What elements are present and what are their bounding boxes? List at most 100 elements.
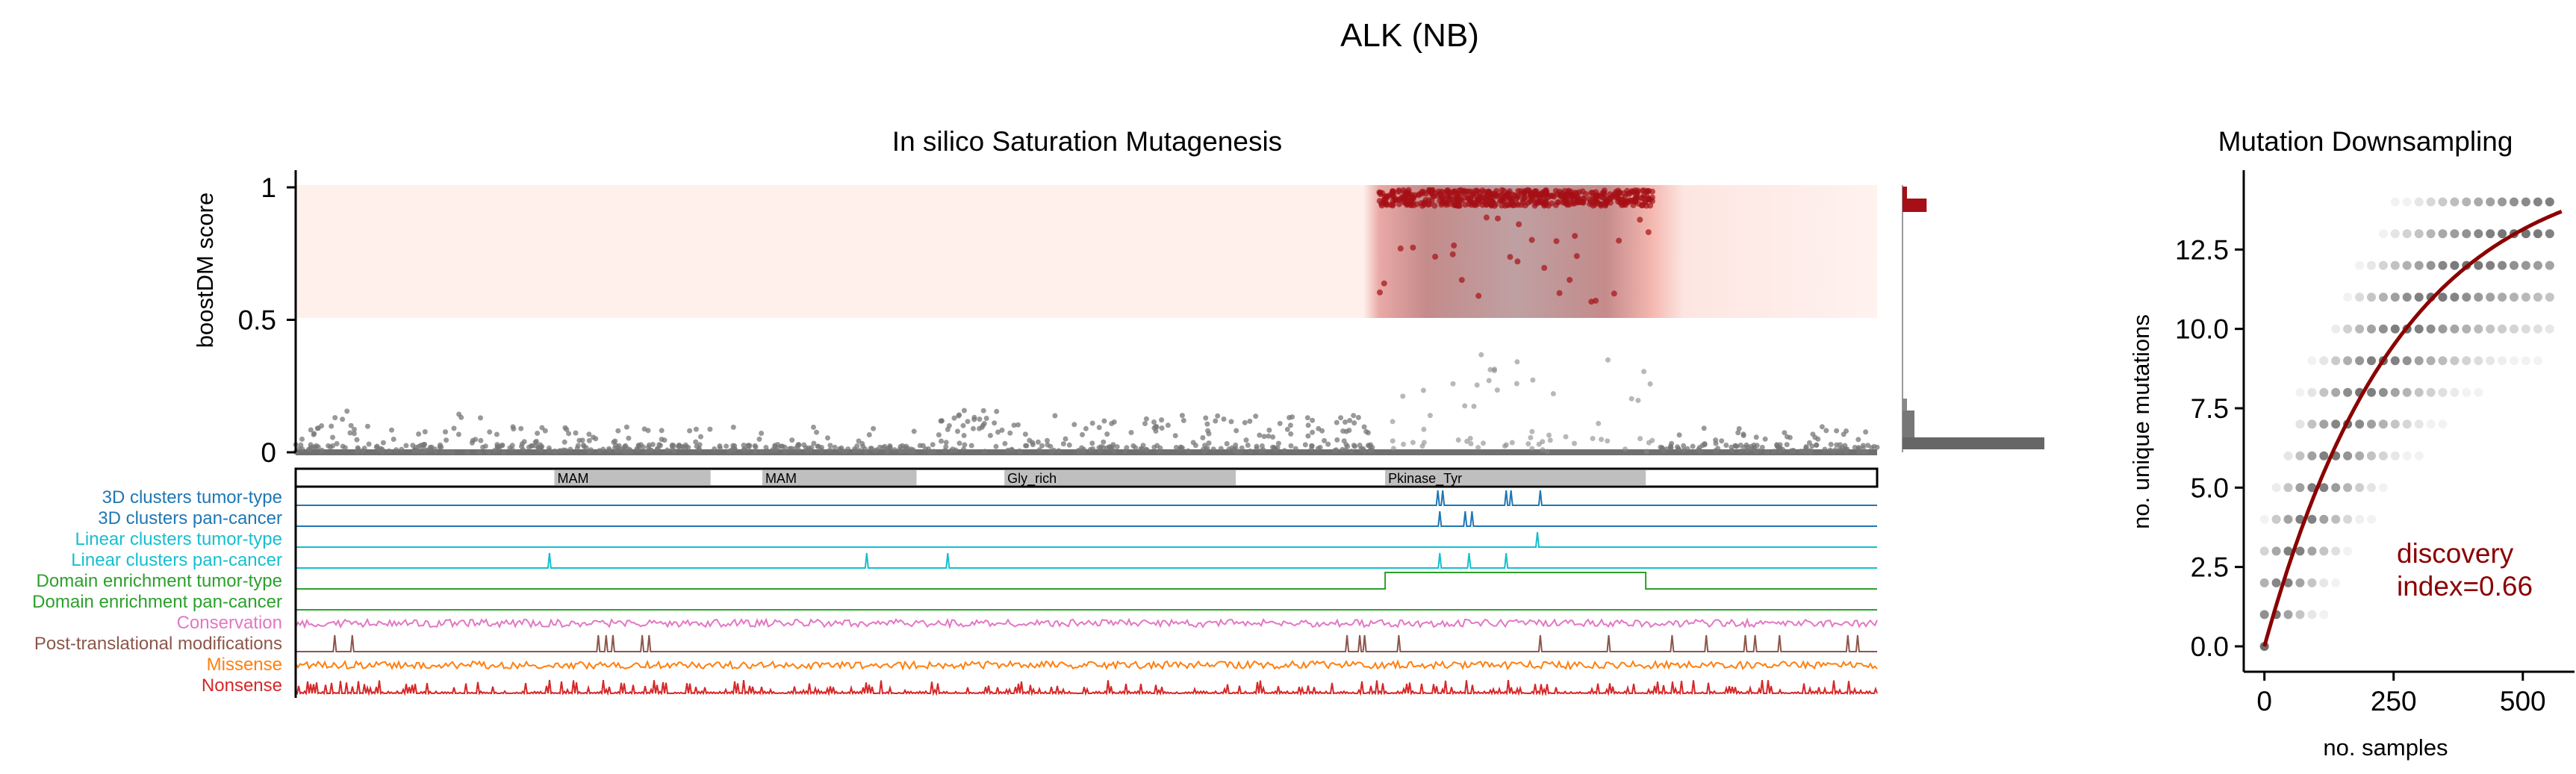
passenger-point [1471, 403, 1477, 409]
downsampling-point [2319, 514, 2329, 524]
passenger-point [1239, 445, 1245, 451]
downsampling-fit-curve [2262, 209, 2563, 647]
driver-point [1573, 253, 1580, 260]
downsampling-point [2402, 356, 2412, 366]
downsampling-y-axis-label: no. unique mutations [2128, 314, 2154, 529]
downsampling-point [2367, 324, 2376, 334]
downsampling-point [2521, 229, 2530, 239]
passenger-point [1045, 442, 1051, 448]
passenger-point [1024, 443, 1030, 449]
driver-point [1649, 188, 1655, 195]
passenger-point [361, 446, 367, 451]
passenger-point [535, 431, 541, 436]
driver-point [1420, 189, 1427, 196]
passenger-point [393, 447, 399, 453]
passenger-point [1143, 416, 1149, 422]
passenger-point [1697, 448, 1703, 454]
driver-point [1438, 193, 1445, 199]
passenger-point [874, 447, 880, 453]
downsampling-point [2510, 293, 2519, 302]
passenger-point [1831, 449, 1837, 455]
passenger-point [1111, 449, 1117, 455]
passenger-point [1590, 436, 1596, 441]
passenger-point [948, 448, 953, 454]
passenger-point [307, 446, 313, 452]
driver-point [1483, 202, 1490, 208]
passenger-point [1596, 420, 1602, 426]
downsampling-point [2510, 356, 2519, 366]
passenger-point [1478, 352, 1484, 358]
downsampling-point [2343, 483, 2353, 493]
passenger-point [1514, 359, 1520, 365]
downsampling-x-axis-label: no. samples [2323, 734, 2448, 761]
passenger-point [832, 444, 838, 450]
passenger-point [1874, 444, 1880, 450]
domain-block [1004, 470, 1236, 485]
passenger-point [1808, 449, 1814, 455]
driver-point [1451, 242, 1457, 249]
passenger-point [1837, 446, 1843, 452]
driver-point [1561, 197, 1568, 204]
passenger-point [1104, 431, 1110, 437]
passenger-point [1190, 440, 1196, 446]
downsampling-point [2498, 324, 2507, 334]
driver-point [1455, 193, 1462, 199]
passenger-point [962, 442, 968, 448]
downsampling-point [2510, 197, 2519, 207]
passenger-point [581, 443, 587, 449]
driver-point [1556, 290, 1563, 296]
passenger-point [1669, 440, 1675, 446]
domain-label: MAM [557, 471, 588, 486]
passenger-point [930, 442, 936, 448]
passenger-point [1351, 420, 1357, 426]
downsampling-point [2533, 324, 2542, 334]
passenger-point [1089, 420, 1095, 426]
downsampling-point [2426, 356, 2436, 366]
passenger-point [1066, 442, 1072, 448]
passenger-point [1334, 437, 1340, 443]
driver-point [1472, 187, 1479, 194]
passenger-point [1572, 440, 1577, 446]
driver-point [1649, 198, 1655, 205]
driver-point [1543, 199, 1549, 205]
score-y-tick-label: 0 [261, 437, 276, 468]
passenger-point [956, 413, 962, 419]
downsampling-point [2367, 356, 2376, 366]
passenger-point [332, 415, 338, 421]
score-y-tick-label: 1 [261, 172, 276, 203]
passenger-point [487, 429, 493, 435]
passenger-point [1310, 417, 1316, 423]
passenger-point [588, 447, 594, 453]
passenger-point [482, 443, 488, 449]
downsampling-point [2426, 324, 2436, 334]
passenger-point [352, 426, 357, 432]
driver-point [1645, 229, 1652, 236]
passenger-point [1744, 447, 1750, 453]
passenger-point [999, 427, 1005, 433]
driver-point [1553, 238, 1560, 245]
downsampling-point [2402, 229, 2412, 239]
passenger-point [455, 431, 461, 437]
downsampling-point [2474, 229, 2483, 239]
track-label: 3D clusters tumor-type [102, 487, 282, 508]
downsampling-point [2474, 356, 2483, 366]
track-line [296, 490, 1877, 506]
passenger-point [1819, 424, 1825, 430]
passenger-point [1063, 436, 1068, 442]
passenger-point [839, 445, 844, 451]
passenger-point [982, 449, 988, 455]
driver-point [1525, 187, 1532, 194]
passenger-point [687, 428, 693, 434]
passenger-point [788, 446, 794, 452]
passenger-point [553, 449, 559, 455]
passenger-point [1101, 439, 1107, 445]
downsampling-x-tick-label: 250 [2371, 686, 2417, 717]
downsampling-point [2331, 356, 2341, 366]
downsampling-y-tick-label: 10.0 [2175, 314, 2229, 345]
passenger-point [945, 426, 951, 432]
driver-point [1588, 299, 1595, 305]
passenger-point [1101, 418, 1107, 424]
passenger-point [1735, 430, 1741, 436]
score-y-axis-label: boostDM score [192, 193, 218, 348]
passenger-point [1400, 393, 1406, 399]
